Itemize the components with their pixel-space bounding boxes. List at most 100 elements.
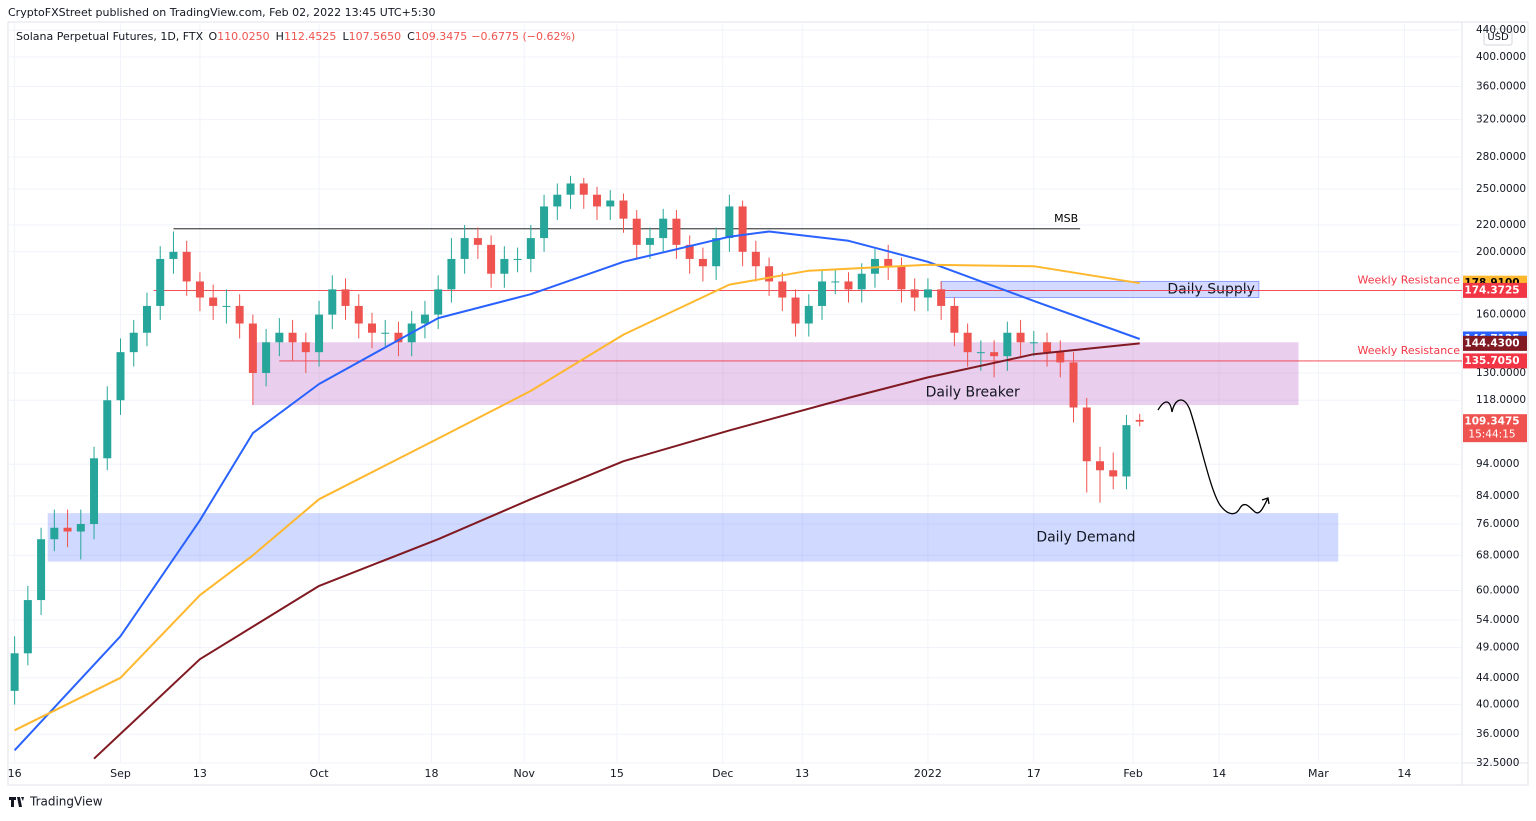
candle-body [540, 206, 549, 239]
projection-arrow [1157, 399, 1269, 515]
candle-body [553, 194, 562, 207]
candle-body [738, 206, 747, 252]
symbol: Solana Perpetual Futures, 1D, FTX [16, 30, 204, 43]
x-tick-label: Nov [513, 767, 535, 780]
candle-body [672, 218, 681, 245]
candle-body [341, 289, 350, 306]
candle-body [394, 332, 403, 343]
candle-body [50, 527, 59, 540]
candle-body [659, 218, 668, 239]
symbol-legend: Solana Perpetual Futures, 1D, FTX O110.02… [16, 30, 575, 43]
candle-body [103, 400, 112, 459]
moving-average [13, 230, 1141, 751]
candle-body [606, 200, 615, 207]
arrow-head [1261, 497, 1270, 505]
candle-body [831, 281, 840, 283]
x-tick-label: Mar [1308, 767, 1329, 780]
candle-body [288, 332, 297, 343]
candle-body [129, 332, 138, 353]
candle-body [818, 281, 827, 306]
y-tick-label: 68.0000 [1476, 549, 1519, 561]
candle-body [579, 183, 588, 195]
price-label-box [1463, 414, 1527, 443]
currency: USD [1487, 32, 1509, 43]
candle-body [1082, 407, 1091, 462]
candle-body [169, 251, 178, 259]
candle-body [434, 289, 443, 315]
plot-area: Daily Supply Daily Breaker Daily Demand MSB… [8, 22, 1462, 764]
candle-body [37, 539, 46, 601]
ohlc-value: 112.4525 [284, 30, 337, 43]
candle-body [725, 206, 734, 239]
candle-body [262, 342, 271, 374]
candle-body [460, 238, 469, 259]
candle-body [420, 314, 429, 324]
candle-body [751, 251, 760, 267]
price-label: 174.3725 [1464, 284, 1519, 296]
candle-body [1109, 470, 1118, 477]
candle-body [791, 297, 800, 324]
candle-body [976, 352, 985, 354]
y-tick-label: 76.0000 [1476, 518, 1519, 530]
candle-body [619, 200, 628, 219]
y-tick-label: 94.0000 [1476, 458, 1519, 470]
zone-label: Daily Demand [1036, 529, 1135, 545]
y-tick-label: 54.0000 [1476, 614, 1519, 626]
y-tick-label: 36.0000 [1476, 728, 1519, 740]
brand-logo [9, 797, 24, 807]
candle-body [500, 258, 509, 274]
y-tick-label: 32.5000 [1476, 757, 1519, 769]
brand: TradingView [9, 795, 103, 809]
ohlc-key: C [407, 30, 415, 43]
y-tick-label: 400.0000 [1476, 51, 1526, 63]
candle-body [778, 281, 787, 298]
candle-body [301, 342, 310, 353]
x-tick-label: 16 [8, 767, 22, 780]
candle-body [1135, 419, 1144, 422]
y-tick-label: 250.0000 [1476, 183, 1526, 195]
candle-body [526, 238, 535, 259]
candle-body [884, 258, 893, 267]
candle-body [23, 600, 32, 654]
candle-body [76, 524, 85, 532]
change: −0.6775 (−0.62%) [471, 30, 575, 43]
y-tick-label: 130.0000 [1476, 367, 1526, 379]
x-tick-label: 2022 [914, 767, 942, 780]
y-tick-label: 44.0000 [1476, 672, 1519, 684]
candle-body [923, 289, 932, 298]
candle-body [566, 183, 575, 195]
candle-body [857, 273, 866, 290]
price-label: 135.7050 [1464, 355, 1519, 367]
brand-name: TradingView [29, 795, 103, 809]
candle-body [142, 305, 151, 333]
x-tick-label: 13 [795, 767, 809, 780]
x-tick-label: Feb [1123, 767, 1142, 780]
x-tick-label: 13 [193, 767, 207, 780]
candle-body [685, 244, 694, 259]
candle-body [328, 289, 337, 315]
x-tick-label: Oct [310, 767, 330, 780]
x-tick-label: Sep [110, 767, 131, 780]
candle-body [381, 332, 390, 334]
y-tick-label: 40.0000 [1476, 699, 1519, 711]
candle-body [897, 266, 906, 290]
candle-body [248, 323, 257, 374]
candle-body [1029, 342, 1038, 344]
candle-body [712, 238, 721, 267]
candle-body [315, 314, 324, 353]
y-tick-label: 200.0000 [1476, 246, 1526, 258]
candle-body [1016, 332, 1025, 343]
candle-body [1043, 342, 1052, 353]
x-tick-label: 14 [1397, 767, 1411, 780]
candle-body [910, 289, 919, 298]
ohlc-value: 110.0250 [217, 30, 270, 43]
y-tick-label: 360.0000 [1476, 80, 1526, 92]
currency-box [1483, 28, 1513, 46]
price-label-box [1463, 353, 1527, 369]
level-label: Weekly Resistance [1358, 273, 1461, 286]
ohlc-value: 109.3475 [415, 30, 468, 43]
y-tick-label: 118.0000 [1476, 394, 1526, 406]
candle-body [367, 323, 376, 333]
